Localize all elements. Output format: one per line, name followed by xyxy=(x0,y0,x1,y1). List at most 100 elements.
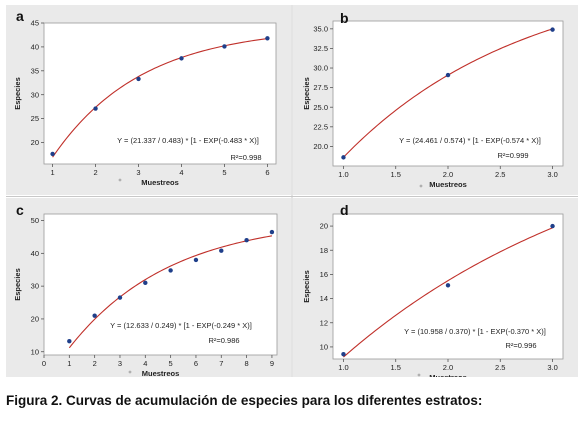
x-tick-label: 8 xyxy=(245,359,249,368)
x-axis-title: Muestreos xyxy=(142,369,180,377)
x-tick-label: 1.0 xyxy=(338,363,348,372)
x-tick-label: 2.0 xyxy=(443,170,453,179)
panel-d: 1.0 1.5 2.0 2.5 3.0 10 12 14 16 18 20 Muestreos Espe… xyxy=(293,198,578,377)
data-point xyxy=(193,257,199,263)
x-tick-label: 2 xyxy=(93,168,97,177)
x-axis-title: Muestreos xyxy=(429,180,467,189)
panel-b: 1.0 1.5 2.0 2.5 3.0 20.0 22.5 25.0 27.5 30.0 32.5 3… xyxy=(293,5,578,195)
x-tick-label: 5 xyxy=(222,168,226,177)
y-tick-label: 30 xyxy=(31,282,39,291)
pin-marker xyxy=(128,370,132,374)
fit-curve xyxy=(52,38,268,158)
x-axis-title: Muestreos xyxy=(429,373,467,377)
x-tick-label: 4 xyxy=(179,168,183,177)
x-tick-label: 5 xyxy=(169,359,173,368)
x-tick-label: 2.5 xyxy=(495,363,505,372)
y-tick-label: 30.0 xyxy=(313,64,328,73)
y-tick-label: 18 xyxy=(320,246,328,255)
equation-label: Y = (21.337 / 0.483) * [1 - EXP(-0.483 *… xyxy=(117,136,259,145)
x-tick-label: 1.0 xyxy=(338,170,348,179)
data-point xyxy=(445,72,451,78)
x-axis-title: Muestreos xyxy=(141,178,179,187)
figure-caption: Figura 2. Curvas de acumulación de espec… xyxy=(6,393,483,408)
data-point xyxy=(92,313,97,318)
y-tick-label: 45 xyxy=(31,19,39,28)
y-tick-label: 14 xyxy=(320,294,328,303)
data-point xyxy=(93,106,98,111)
data-point xyxy=(117,295,123,300)
r-squared-label: R²=0.998 xyxy=(230,153,261,162)
fit-curve xyxy=(68,235,273,349)
y-tick-label: 50 xyxy=(31,216,39,225)
y-tick-label: 35 xyxy=(31,66,39,75)
r-squared-label: R²=0.999 xyxy=(497,151,528,160)
data-point xyxy=(550,223,555,229)
data-point xyxy=(244,238,249,243)
x-tick-label: 3.0 xyxy=(547,170,557,179)
y-axis-title: Especies xyxy=(302,270,311,303)
equation-label: Y = (10.958 / 0.370) * [1 - EXP(-0.370 *… xyxy=(404,327,546,336)
y-tick-label: 40 xyxy=(31,42,39,51)
y-tick-label: 22.5 xyxy=(313,122,328,131)
x-tick-label: 2 xyxy=(93,359,97,368)
pin-marker xyxy=(419,184,423,188)
data-point xyxy=(445,283,451,288)
panel-c: 0 1 2 3 4 5 6 7 8 9 10 20 30 40 50 Muestreos Especies c Y … xyxy=(6,198,291,377)
data-point xyxy=(550,27,555,32)
data-point xyxy=(219,248,224,253)
panel-letter: b xyxy=(340,10,349,26)
equation-label: Y = (12.633 / 0.249) * [1 - EXP(-0.249 *… xyxy=(110,321,252,330)
x-tick-label: 1.5 xyxy=(391,363,401,372)
panel-letter: a xyxy=(16,8,24,24)
y-tick-label: 40 xyxy=(31,249,39,258)
x-tick-label: 3.0 xyxy=(547,363,557,372)
r-squared-label: R²=0.996 xyxy=(505,341,536,350)
plot-area xyxy=(43,213,278,356)
y-tick-label: 25.0 xyxy=(313,103,328,112)
x-tick-label: 2.5 xyxy=(495,170,505,179)
data-point xyxy=(341,155,346,160)
x-tick-label: 6 xyxy=(194,359,198,368)
x-tick-label: 3 xyxy=(118,359,122,368)
y-axis-title: Especies xyxy=(302,77,311,110)
pin-marker xyxy=(417,373,421,377)
data-point xyxy=(50,151,55,157)
x-tick-label: 0 xyxy=(42,359,46,368)
fit-curve xyxy=(343,227,553,358)
pin-marker xyxy=(118,178,122,182)
data-point xyxy=(179,56,184,61)
y-tick-label: 20 xyxy=(320,222,328,231)
y-tick-label: 20 xyxy=(31,138,39,147)
data-point xyxy=(265,36,270,41)
y-axis-title: Especies xyxy=(13,77,22,110)
y-tick-label: 35.0 xyxy=(313,24,328,33)
x-tick-label: 3 xyxy=(136,168,140,177)
data-point xyxy=(222,44,227,49)
y-tick-label: 30 xyxy=(31,90,39,99)
data-point xyxy=(136,76,141,82)
x-tick-label: 9 xyxy=(270,359,274,368)
x-tick-label: 6 xyxy=(265,168,269,177)
panel-letter: c xyxy=(16,202,24,218)
x-tick-label: 2.0 xyxy=(443,363,453,372)
y-axis-title: Especies xyxy=(13,268,22,301)
data-point xyxy=(67,339,72,344)
y-tick-label: 10 xyxy=(31,347,39,356)
plot-area xyxy=(43,22,277,165)
y-tick-label: 16 xyxy=(320,270,328,279)
data-point xyxy=(269,229,275,235)
x-tick-label: 7 xyxy=(219,359,223,368)
y-tick-label: 32.5 xyxy=(313,44,328,53)
y-tick-label: 12 xyxy=(320,318,328,327)
plot-area xyxy=(332,20,564,167)
r-squared-label: R²=0.986 xyxy=(208,336,239,345)
panel-letter: d xyxy=(340,202,349,218)
x-tick-label: 1.5 xyxy=(391,170,401,179)
y-tick-label: 25 xyxy=(31,114,39,123)
data-point xyxy=(168,268,173,273)
data-point xyxy=(341,351,346,357)
y-tick-label: 20 xyxy=(31,315,39,324)
y-tick-label: 20.0 xyxy=(313,142,328,151)
